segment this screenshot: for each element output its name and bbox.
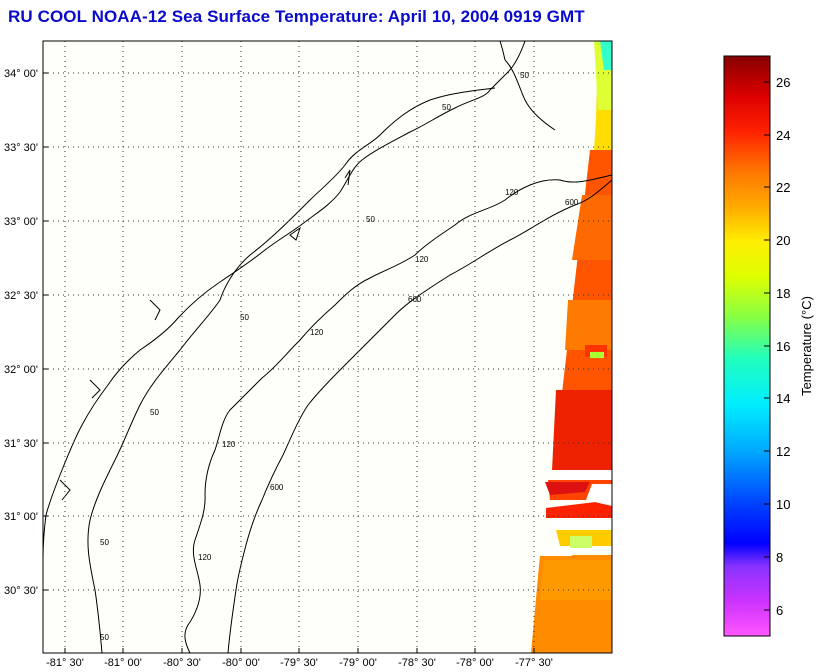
colorbar-tick-label: 16 bbox=[776, 339, 790, 354]
map-title: RU COOL NOAA-12 Sea Surface Temperature:… bbox=[8, 7, 585, 26]
isobath-label: 600 bbox=[565, 198, 579, 207]
lon-tick-label: -81° 00' bbox=[104, 657, 142, 669]
colorbar-tick-label: 6 bbox=[776, 603, 783, 618]
lat-tick-label: 34° 00' bbox=[4, 68, 38, 80]
graticule bbox=[43, 41, 612, 653]
isobath-label: 50 bbox=[100, 633, 109, 642]
isobath-labels: 50 50 120 600 50 120 600 50 120 50 600 5… bbox=[100, 71, 579, 642]
colorbar-tick-label: 12 bbox=[776, 444, 790, 459]
lon-tick-label: -78° 30' bbox=[398, 657, 436, 669]
isobath-label: 120 bbox=[505, 188, 519, 197]
coastline bbox=[43, 41, 556, 561]
axis-ticks bbox=[43, 72, 535, 653]
colorbar-tick-label: 20 bbox=[776, 233, 790, 248]
colorbar: 26 24 22 20 18 16 14 12 10 8 6 Temperatu… bbox=[723, 55, 814, 637]
lat-tick-label: 31° 00' bbox=[4, 511, 38, 523]
isobath-600 bbox=[227, 179, 612, 653]
isobath-label: 120 bbox=[222, 440, 236, 449]
map-frame bbox=[42, 40, 613, 654]
isobath-50 bbox=[87, 87, 496, 653]
colorbar-label: Temperature (°C) bbox=[799, 296, 814, 396]
isobath-label: 50 bbox=[150, 408, 159, 417]
colorbar-gradient bbox=[723, 55, 771, 637]
isobath-label: 120 bbox=[198, 553, 212, 562]
lat-tick-label: 32° 00' bbox=[4, 364, 38, 376]
colorbar-tick-label: 22 bbox=[776, 180, 790, 195]
colorbar-tick-label: 24 bbox=[776, 128, 790, 143]
map-area bbox=[43, 41, 612, 653]
longitude-labels: -81° 30' -81° 00' -80° 30' -80° 00' -79°… bbox=[46, 657, 553, 669]
isobath-contours bbox=[87, 87, 612, 653]
isobath-label: 50 bbox=[240, 313, 249, 322]
isobath-label: 120 bbox=[415, 255, 429, 264]
lat-tick-label: 30° 30' bbox=[4, 585, 38, 597]
lon-tick-label: -78° 00' bbox=[456, 657, 494, 669]
lon-tick-label: -77° 30' bbox=[515, 657, 553, 669]
lat-tick-label: 33° 30' bbox=[4, 142, 38, 154]
isobath-label: 50 bbox=[520, 71, 529, 80]
colorbar-tick-label: 8 bbox=[776, 550, 783, 565]
lon-tick-label: -80° 00' bbox=[222, 657, 260, 669]
lat-tick-label: 31° 30' bbox=[4, 438, 38, 450]
latitude-labels: 34° 00' 33° 30' 33° 00' 32° 30' 32° 00' … bbox=[4, 68, 38, 597]
isobath-label: 50 bbox=[442, 103, 451, 112]
lon-tick-label: -81° 30' bbox=[46, 657, 84, 669]
isobath-label: 120 bbox=[310, 328, 324, 337]
isobath-120 bbox=[184, 174, 612, 653]
lon-tick-label: -80° 30' bbox=[163, 657, 201, 669]
sst-swath bbox=[531, 41, 612, 653]
isobath-label: 600 bbox=[270, 483, 284, 492]
isobath-label: 600 bbox=[408, 295, 422, 304]
lon-tick-label: -79° 30' bbox=[280, 657, 318, 669]
lat-tick-label: 33° 00' bbox=[4, 216, 38, 228]
colorbar-tick-label: 26 bbox=[776, 75, 790, 90]
colorbar-tick-label: 18 bbox=[776, 286, 790, 301]
isobath-label: 50 bbox=[366, 215, 375, 224]
isobath-label: 50 bbox=[100, 538, 109, 547]
colorbar-tick-label: 10 bbox=[776, 497, 790, 512]
lat-tick-label: 32° 30' bbox=[4, 290, 38, 302]
colorbar-tick-label: 14 bbox=[776, 391, 790, 406]
lon-tick-label: -79° 00' bbox=[339, 657, 377, 669]
